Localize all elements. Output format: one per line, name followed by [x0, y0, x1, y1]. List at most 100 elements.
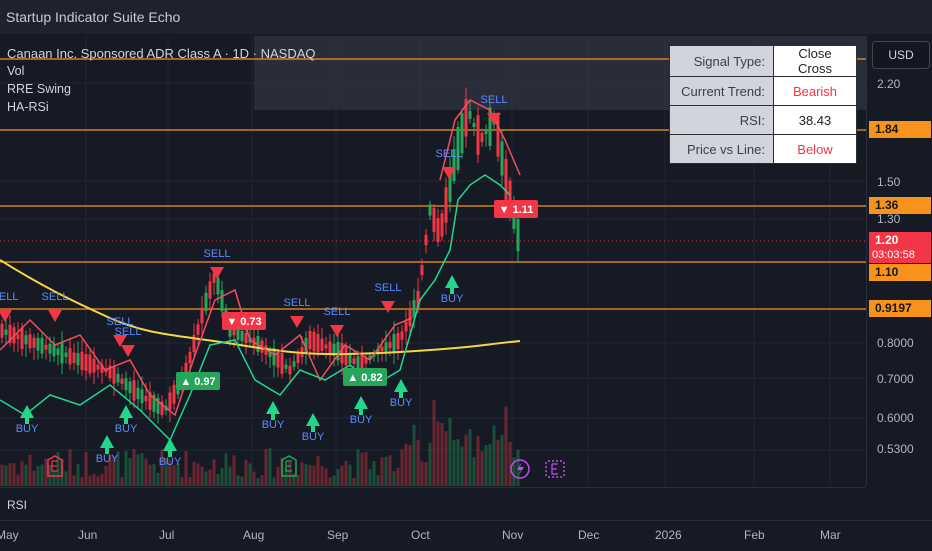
time-tick: Jun — [78, 528, 98, 542]
volume-bar — [264, 449, 268, 486]
volume-bar — [504, 406, 508, 486]
candle-body — [60, 342, 64, 364]
volume-bar — [200, 466, 204, 486]
candle-body — [168, 392, 172, 410]
candle-body — [88, 354, 92, 374]
chart-area[interactable]: SELLSELLSELLSELLSELLSELLSELLSELLSELLSELL… — [0, 36, 866, 486]
volume-bar — [420, 461, 424, 486]
volume-bar — [252, 471, 256, 486]
volume-bar — [228, 466, 232, 486]
volume-bar — [424, 462, 428, 486]
volume-bar — [84, 451, 88, 486]
volume-bar — [492, 425, 496, 486]
value-badge — [494, 200, 538, 218]
volume-bar — [360, 452, 364, 486]
table-row: Price vs Line: Below — [669, 134, 857, 164]
countdown-label: 03:03:58 — [869, 247, 931, 263]
candle-body — [292, 361, 296, 367]
buy-arrow-stem — [311, 426, 315, 432]
candle-body — [352, 358, 356, 364]
candle-body — [220, 290, 224, 312]
volume-bar — [224, 453, 228, 486]
value-badges: ▲ 0.97 ▼ 0.73 ▲ 0.82 ▼ 1.11 — [176, 200, 538, 390]
title-bar: Startup Indicator Suite Echo — [0, 0, 932, 34]
value-badge-text: ▲ 0.82 — [347, 372, 382, 384]
volume-bar — [220, 467, 224, 486]
volume-bar — [464, 434, 468, 486]
price-tick: 0.6000 — [877, 411, 914, 425]
volume-bar — [376, 475, 380, 486]
buy-label: BUY — [159, 456, 182, 468]
volume-bar — [180, 477, 184, 486]
legend-rre-swing[interactable]: RRE Swing — [7, 82, 71, 96]
volume-bar — [328, 477, 332, 486]
sell-label: SELL — [204, 248, 231, 260]
volume-bar — [284, 468, 288, 486]
volume-bar — [160, 449, 164, 486]
price-tick: 1.30 — [877, 212, 901, 226]
candle-body — [376, 348, 380, 355]
volume-bar — [324, 468, 328, 486]
price-chart[interactable]: SELLSELLSELLSELLSELLSELLSELLSELLSELLSELL… — [0, 36, 866, 486]
price-axis[interactable]: 2.20 1.50 1.30 0.8000 0.7000 0.6000 0.53… — [866, 36, 932, 486]
candle-body — [436, 218, 440, 242]
time-axis[interactable] — [0, 520, 932, 551]
last-price-label: 1.20 — [869, 232, 931, 248]
volume-bar — [392, 471, 396, 486]
candle-body — [148, 392, 152, 410]
candle-body — [484, 129, 488, 135]
candle-body — [140, 389, 144, 404]
buy-arrow-stem — [450, 288, 454, 294]
candle-body — [440, 213, 444, 237]
price-tick: 2.20 — [877, 77, 901, 91]
candle-body — [172, 384, 176, 404]
candle-body — [328, 341, 332, 355]
volume-bar — [56, 452, 60, 486]
candle-body — [288, 365, 292, 375]
currency-button[interactable]: USD — [872, 41, 930, 69]
candle-body — [508, 180, 512, 215]
volume-bar — [216, 474, 220, 486]
earnings-icon — [281, 455, 297, 477]
time-tick: Aug — [243, 528, 265, 542]
volume-bar — [448, 418, 452, 486]
legend-ha-rsi[interactable]: HA-RSi — [7, 100, 49, 114]
volume-bar — [172, 465, 176, 486]
candle-body — [276, 352, 280, 368]
volume-bar — [128, 458, 132, 486]
candle-body — [392, 334, 396, 352]
symbol-title[interactable]: Canaan Inc. Sponsored ADR Class A · 1D ·… — [7, 46, 316, 61]
candle-body — [212, 273, 216, 283]
rsi-pane[interactable] — [0, 487, 866, 520]
buy-arrow-stem — [399, 392, 403, 398]
volume-bar — [380, 457, 384, 486]
sell-arrow — [330, 325, 344, 337]
volume-bar — [184, 450, 188, 486]
price-tick: 0.5300 — [877, 442, 914, 456]
level-label: 0.9197 — [869, 300, 931, 317]
volume-bar — [88, 475, 92, 486]
candle-body — [332, 343, 336, 356]
volume-bar — [292, 473, 296, 486]
lightning-icon — [517, 462, 524, 476]
volume-bar — [196, 463, 200, 486]
sell-label: SELL — [0, 291, 18, 303]
volume-bar — [256, 477, 260, 486]
volume-bar — [176, 463, 180, 486]
legend-vol[interactable]: Vol — [7, 64, 25, 78]
volume-bar — [244, 459, 248, 486]
candle-body — [96, 364, 100, 370]
candle-body — [404, 321, 408, 332]
volume-bar — [276, 466, 280, 486]
candle-body — [192, 334, 196, 353]
candle-body — [84, 354, 88, 371]
volume-bar — [444, 431, 448, 486]
volume-bar — [208, 469, 212, 486]
sell-label: SELL — [436, 148, 463, 160]
candle-body — [108, 365, 112, 379]
volume-bar — [412, 424, 416, 486]
price-tick: 0.8000 — [877, 336, 914, 350]
volume-bar — [52, 470, 56, 486]
candle-body — [456, 126, 460, 170]
volume-bar — [140, 453, 144, 486]
